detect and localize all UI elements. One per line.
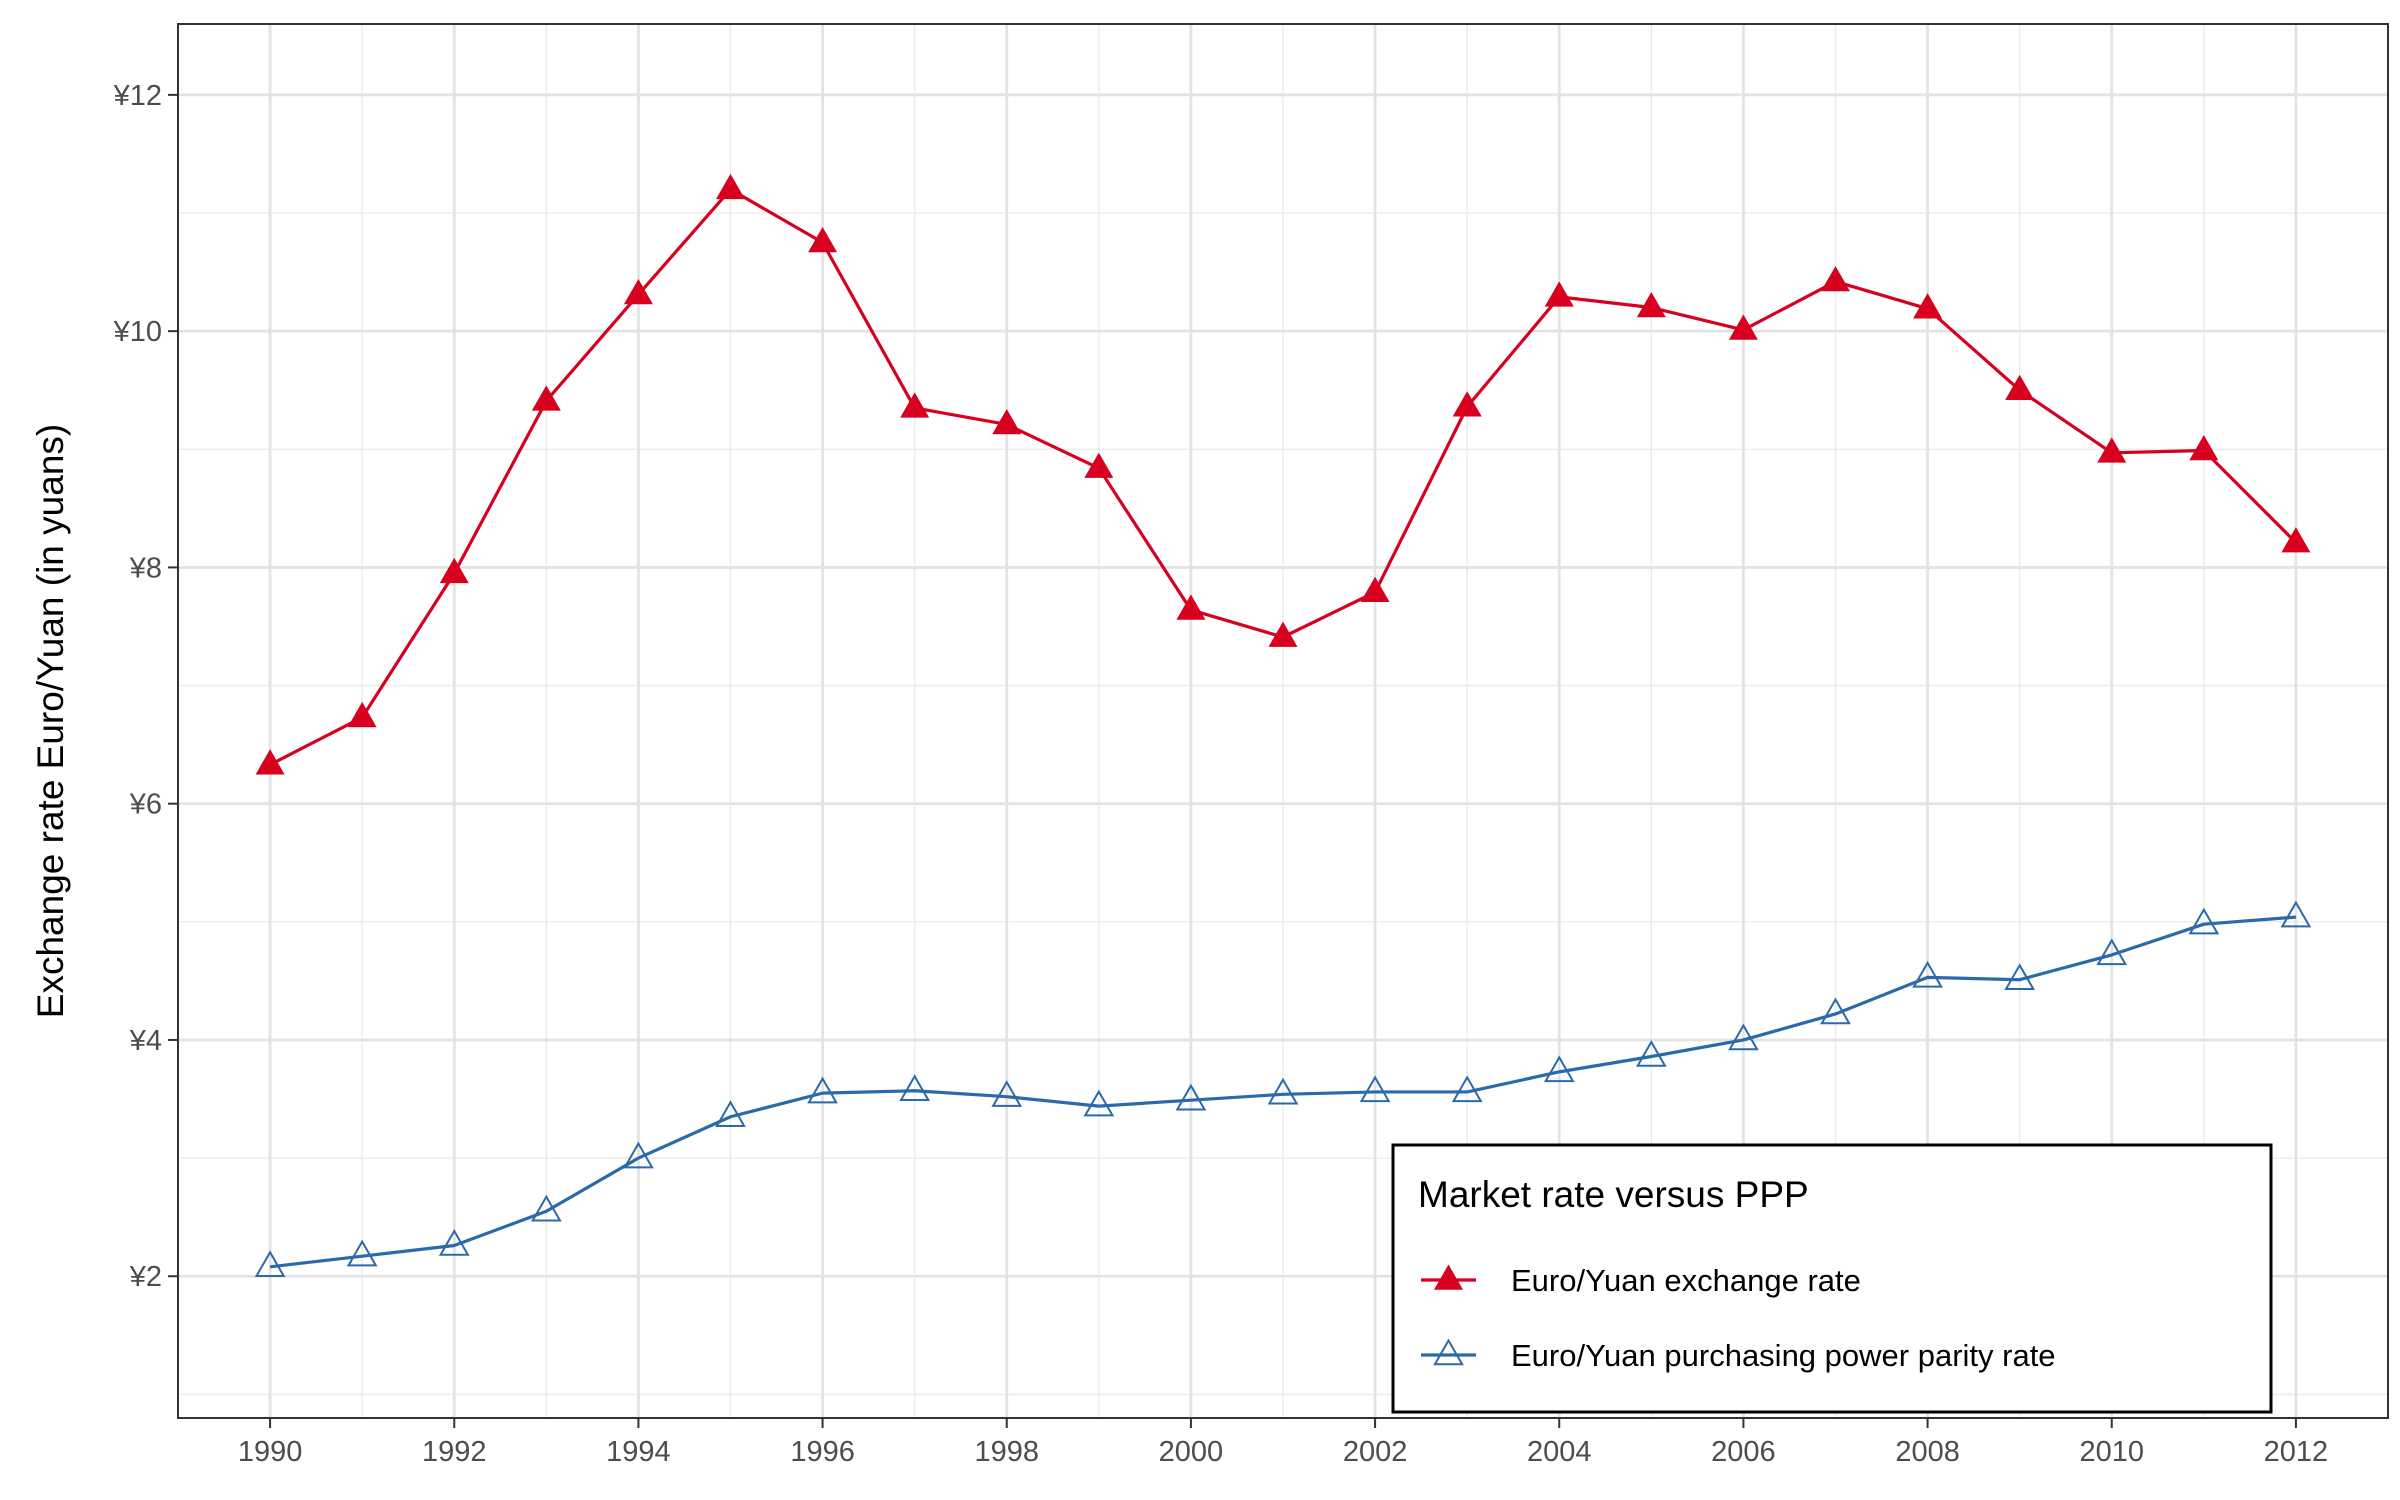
data-point (808, 227, 838, 253)
data-point (2096, 938, 2128, 966)
data-point (1175, 1083, 1207, 1111)
legend-title: Market rate versus PPP (1418, 1174, 1809, 1215)
x-tick-label: 2004 (1527, 1436, 1592, 1468)
x-tick-label: 2012 (2264, 1436, 2329, 1468)
legend-box (1391, 1143, 2273, 1414)
data-point (623, 1141, 654, 1169)
data-point (1268, 621, 1298, 647)
data-point (438, 1228, 470, 1256)
data-point (530, 1194, 562, 1222)
legend-label: Euro/Yuan exchange rate (1511, 1263, 1861, 1298)
data-point (1820, 997, 1851, 1025)
y-tick-label: ¥8 (129, 552, 162, 584)
data-point (1913, 293, 1943, 319)
data-point (2097, 437, 2127, 463)
data-point (900, 392, 930, 418)
data-point (1912, 960, 1943, 988)
legend-entries: Euro/Yuan exchange rate Euro/Yuan purchas… (1421, 1263, 2056, 1373)
x-tick-label: 1998 (974, 1436, 1039, 1468)
data-point (715, 173, 746, 200)
data-point (1083, 1089, 1115, 1117)
y-tick-label: ¥12 (113, 80, 162, 112)
data-point (1636, 292, 1666, 318)
x-tick-label: 2002 (1343, 1436, 1408, 1468)
data-point (346, 1239, 378, 1267)
plot-panel-border (177, 23, 2389, 1419)
x-tick-label: 2008 (1895, 1436, 1960, 1468)
x-tick-label: 1996 (790, 1436, 855, 1468)
legend-marker-swatch (1433, 1264, 1464, 1290)
series-2 (254, 900, 2312, 1278)
x-tick-label: 2010 (2079, 1436, 2144, 1468)
x-tick-label: 2006 (1711, 1436, 1776, 1468)
data-point (715, 1100, 746, 1127)
data-point (2281, 527, 2311, 553)
data-point (531, 385, 561, 411)
data-point (2189, 434, 2219, 461)
data-point (347, 701, 377, 728)
data-point (439, 557, 469, 584)
y-tick-label: ¥6 (129, 789, 162, 821)
y-tick-label: ¥2 (129, 1261, 162, 1293)
data-point (2188, 907, 2220, 935)
data-point (1543, 1055, 1575, 1083)
data-point (255, 749, 285, 775)
legend-marker-swatch (1433, 1338, 1464, 1366)
data-point (899, 1074, 931, 1102)
axis-ticks (168, 93, 2297, 1428)
data-point (1084, 452, 1114, 478)
x-tick-label: 2000 (1159, 1436, 1224, 1468)
series-1 (255, 173, 2311, 775)
series-layer (254, 173, 2312, 1278)
legend-label: Euro/Yuan purchasing power parity rate (1511, 1338, 2056, 1373)
data-point (1267, 1077, 1299, 1105)
y-axis-title: Exchange rate Euro/Yuan (in yuans) (30, 424, 71, 1018)
data-point (1635, 1039, 1667, 1067)
y-tick-label: ¥4 (129, 1025, 162, 1057)
x-axis-tick-labels: 1990 1992 1994 1996 1998 2000 2002 2004 2006 2008… (238, 1436, 2328, 1468)
data-point (1452, 391, 1482, 417)
data-point (1820, 266, 1851, 292)
y-tick-label: ¥10 (113, 316, 162, 348)
data-point (2005, 374, 2035, 400)
data-point (1728, 1023, 1759, 1051)
data-point (1360, 576, 1390, 602)
data-point (992, 408, 1022, 435)
x-tick-label: 1990 (238, 1436, 303, 1468)
data-point (1728, 314, 1758, 340)
x-tick-label: 1994 (606, 1436, 671, 1468)
data-point (2004, 963, 2036, 990)
data-point (2280, 900, 2312, 928)
data-point (1544, 281, 1574, 307)
data-point (254, 1250, 286, 1278)
series-line (269, 915, 2297, 1269)
data-point (1176, 594, 1206, 620)
data-point (991, 1080, 1023, 1107)
legend-entry-2: Euro/Yuan purchasing power parity rate (1421, 1338, 2056, 1373)
data-point (623, 279, 653, 305)
data-point (1451, 1075, 1483, 1103)
legend-entry-1: Euro/Yuan exchange rate (1421, 1263, 1861, 1298)
data-point (1359, 1075, 1391, 1103)
legend: Market rate versus PPP Euro/Yuan exchang… (1391, 1143, 2273, 1414)
x-tick-label: 1992 (422, 1436, 487, 1468)
data-point (807, 1076, 838, 1104)
y-axis-tick-labels: ¥2 ¥4 ¥6 ¥8 ¥10 ¥12 (113, 80, 162, 1293)
